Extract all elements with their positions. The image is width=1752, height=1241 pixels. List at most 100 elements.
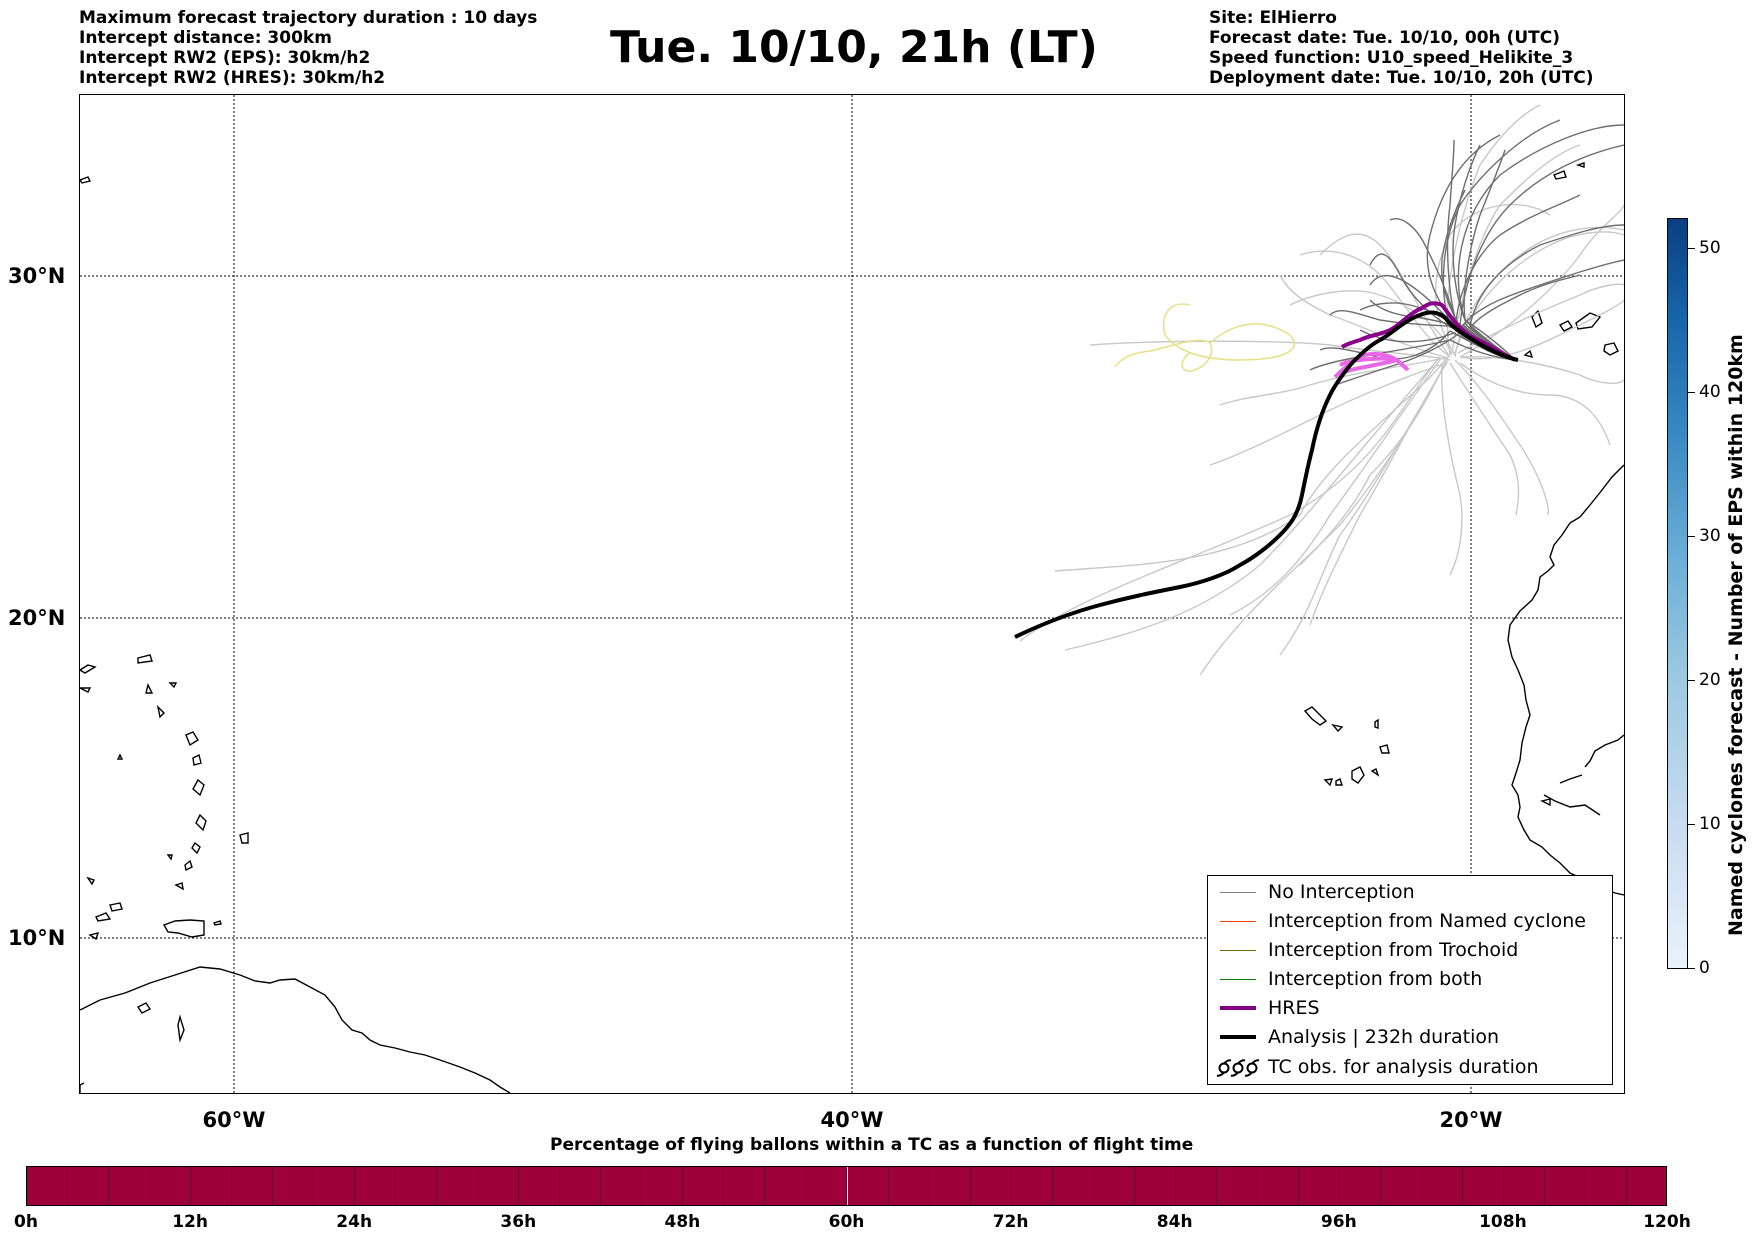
percentage-bar-segment	[929, 1167, 971, 1205]
legend-line-hres	[1220, 1006, 1256, 1010]
percentage-bar-segment	[683, 1167, 725, 1205]
eps-trajectories-dark	[1309, 119, 1624, 386]
header-line-site: Site: ElHierro	[1209, 8, 1337, 28]
percentage-bar-segment	[970, 1167, 1012, 1205]
time-label: 36h	[500, 1212, 537, 1232]
map-gridlines	[80, 95, 1624, 1093]
header-line-max-duration: Maximum forecast trajectory duration : 1…	[79, 8, 538, 28]
legend-label-no-interception: No Interception	[1268, 881, 1415, 903]
percentage-bar-segment	[109, 1167, 151, 1205]
header-info-right: Site: ElHierro Forecast date: Tue. 10/10…	[1209, 8, 1594, 88]
coastline-trinidad	[162, 919, 205, 938]
percentage-bar-segment	[642, 1167, 684, 1205]
percentage-bar-segment	[1216, 1167, 1258, 1205]
coastlines	[80, 162, 1624, 1093]
lon-label-40w: 40°W	[820, 1108, 884, 1132]
coastline-madeira	[1553, 170, 1567, 180]
percentage-bar-segment	[273, 1167, 315, 1205]
legend-label-named-cyclone: Interception from Named cyclone	[1268, 910, 1586, 932]
header-line-speed-function: Speed function: U10_speed_Helikite_3	[1209, 48, 1574, 68]
legend-label-both: Interception from both	[1268, 968, 1483, 990]
percentage-bar-segment	[478, 1167, 520, 1205]
legend-label-trochoid: Interception from Trochoid	[1268, 939, 1519, 961]
colorbar-tick	[1688, 968, 1695, 969]
lat-label-10n: 10°N	[8, 926, 66, 950]
time-label: 60h	[828, 1212, 865, 1232]
percentage-bar-segment	[1462, 1167, 1504, 1205]
hres-trajectory	[1340, 301, 1516, 362]
header-line-intercept-hres: Intercept RW2 (HRES): 30km/h2	[79, 68, 386, 88]
legend-item-both: Interception from both	[1208, 967, 1482, 991]
percentage-bar-segment	[888, 1167, 930, 1205]
colorbar-tick	[1688, 391, 1695, 393]
colorbar-tick-label: 10	[1699, 813, 1721, 834]
legend-label-hres: HRES	[1268, 997, 1320, 1019]
colorbar-tick	[1688, 679, 1695, 681]
percentage-bar-segment	[1626, 1167, 1666, 1205]
percentage-bar-segment	[1093, 1167, 1135, 1205]
eps-trajectories-light	[1019, 104, 1624, 676]
colorbar-tick-label: 40	[1699, 381, 1721, 402]
legend-item-tc-obs: TC obs. for analysis duration	[1208, 1055, 1539, 1079]
percentage-bar-segment	[806, 1167, 848, 1205]
legend-line-both	[1220, 979, 1256, 980]
time-label: 0h	[14, 1212, 38, 1232]
legend-line-named-cyclone	[1220, 921, 1256, 922]
legend-item-no-interception: No Interception	[1208, 880, 1415, 904]
percentage-bar-segment	[847, 1167, 889, 1205]
legend-line-analysis	[1220, 1035, 1256, 1039]
legend-item-named-cyclone: Interception from Named cyclone	[1208, 909, 1586, 933]
percentage-bar-segment	[1011, 1167, 1053, 1205]
percentage-bar-segment	[519, 1167, 561, 1205]
percentage-bar-segment	[150, 1167, 192, 1205]
percentage-bar-title: Percentage of flying ballons within a TC…	[550, 1135, 1194, 1155]
lon-label-20w: 20°W	[1439, 1108, 1503, 1132]
percentage-bar	[26, 1166, 1667, 1206]
colorbar-tick-label: 30	[1699, 525, 1721, 546]
coastline-africa	[1507, 464, 1624, 896]
coastline-cape-verde	[1303, 706, 1328, 726]
percentage-bar-segment	[27, 1167, 69, 1205]
header-line-deployment-date: Deployment date: Tue. 10/10, 20h (UTC)	[1209, 68, 1594, 88]
coastline-lesser-antilles	[185, 731, 199, 747]
percentage-bar-segment	[601, 1167, 643, 1205]
percentage-bar-segment	[396, 1167, 438, 1205]
percentage-bar-segment	[1134, 1167, 1176, 1205]
time-label: 108h	[1479, 1212, 1527, 1232]
percentage-bar-segment	[1298, 1167, 1340, 1205]
percentage-bar-segment	[314, 1167, 356, 1205]
time-label: 24h	[336, 1212, 373, 1232]
percentage-bar-segment	[560, 1167, 602, 1205]
percentage-bar-segment	[1380, 1167, 1422, 1205]
percentage-bar-segment	[1257, 1167, 1299, 1205]
percentage-bar-segment	[1175, 1167, 1217, 1205]
legend-label-analysis: Analysis | 232h duration	[1268, 1026, 1500, 1048]
percentage-bar-segment	[68, 1167, 110, 1205]
time-label: 120h	[1643, 1212, 1691, 1232]
legend-item-trochoid: Interception from Trochoid	[1208, 938, 1518, 962]
map-legend: No Interception Interception from Named …	[1207, 875, 1613, 1085]
time-label: 12h	[172, 1212, 208, 1232]
percentage-bar-segment	[1339, 1167, 1381, 1205]
percentage-bar-segment	[437, 1167, 479, 1205]
legend-line-trochoid	[1220, 950, 1256, 951]
percentage-bar-segment	[1585, 1167, 1627, 1205]
time-label: 96h	[1320, 1212, 1357, 1232]
lat-label-30n: 30°N	[8, 264, 66, 288]
header-info-left: Maximum forecast trajectory duration : 1…	[79, 8, 537, 88]
percentage-bar-segment	[191, 1167, 233, 1205]
time-label: 72h	[992, 1212, 1029, 1232]
legend-label-tc-obs: TC obs. for analysis duration	[1268, 1056, 1539, 1078]
percentage-bar-segment	[765, 1167, 807, 1205]
legend-item-hres: HRES	[1208, 996, 1320, 1020]
colorbar-tick-label: 20	[1699, 669, 1721, 690]
colorbar-title: Named cyclones forecast - Number of EPS …	[1725, 334, 1747, 936]
tc-symbol-icon	[1216, 1059, 1260, 1077]
colorbar-tick-label: 50	[1699, 237, 1721, 258]
page-title: Tue. 10/10, 21h (LT)	[610, 22, 1098, 73]
colorbar-eps-count	[1667, 218, 1688, 969]
analysis-trajectory	[1014, 310, 1519, 639]
percentage-bar-segment	[355, 1167, 397, 1205]
percentage-bar-segment	[724, 1167, 766, 1205]
percentage-bar-segment	[1052, 1167, 1094, 1205]
